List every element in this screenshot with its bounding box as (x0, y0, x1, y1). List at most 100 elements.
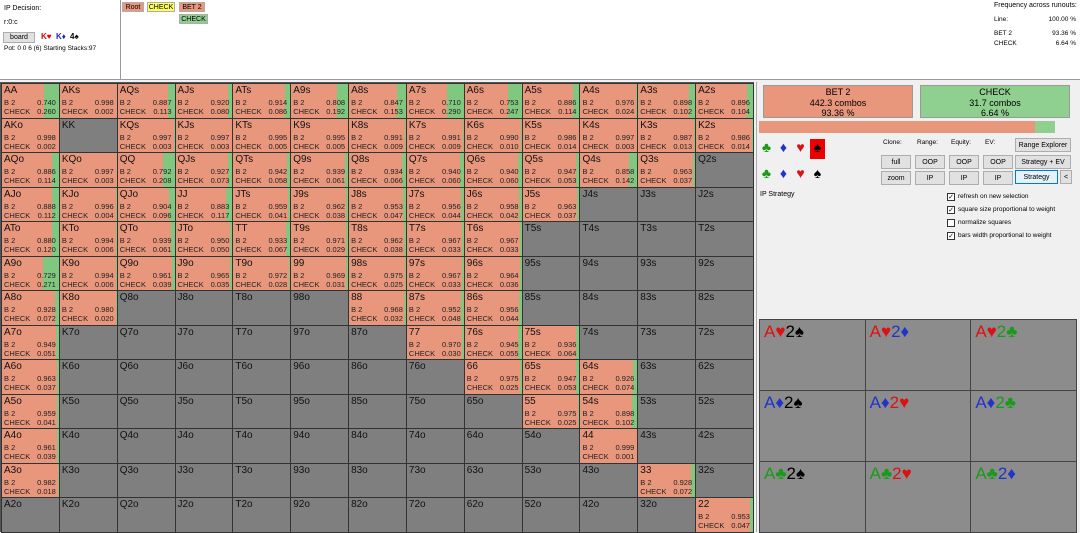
strategy-button[interactable]: Strategy (1015, 170, 1058, 184)
hand-cell[interactable]: 76o (406, 359, 465, 395)
hand-cell[interactable]: 82s (695, 290, 754, 326)
control-button[interactable]: Strategy + EV (1015, 155, 1071, 169)
hand-cell[interactable]: J6o (175, 359, 234, 395)
hand-cell[interactable]: 73o (406, 463, 465, 499)
hand-cell[interactable]: K7o (59, 325, 118, 361)
hand-cell[interactable]: J2o (175, 497, 234, 533)
hand-cell[interactable]: T2s (695, 221, 754, 257)
control-button[interactable]: OOP (915, 155, 945, 169)
hand-cell[interactable]: 42s (695, 428, 754, 464)
checkbox[interactable]: ✓ (947, 193, 955, 201)
hand-cell[interactable]: 92s (695, 256, 754, 292)
hand-cell[interactable]: Q2o (117, 497, 176, 533)
control-button[interactable]: zoom (881, 171, 911, 185)
hand-cell[interactable]: K4o (59, 428, 118, 464)
hand-cell[interactable]: 85s (522, 290, 581, 326)
hand-cell[interactable]: J2s (695, 187, 754, 223)
suit-button[interactable]: ♥ (793, 165, 808, 185)
checkbox[interactable]: ✓ (947, 232, 955, 240)
control-button[interactable]: full (881, 155, 911, 169)
combo-cell[interactable]: A♣2♥ (865, 461, 972, 533)
hand-cell[interactable]: 86o (348, 359, 407, 395)
hand-cell[interactable]: 64o (464, 428, 523, 464)
combo-cell[interactable]: A♦2♥ (865, 390, 972, 462)
hand-cell[interactable]: K3o (59, 463, 118, 499)
hand-cell[interactable]: 73s (637, 325, 696, 361)
hand-cell[interactable]: J8o (175, 290, 234, 326)
hand-cell[interactable]: Q6o (117, 359, 176, 395)
suit-button[interactable]: ♣ (759, 165, 774, 185)
checkbox[interactable]: ✓ (947, 206, 955, 214)
hand-cell[interactable]: 62s (695, 359, 754, 395)
hand-cell[interactable]: 95s (522, 256, 581, 292)
combo-cell[interactable]: A♦2♠ (759, 390, 866, 462)
hand-cell[interactable]: 72s (695, 325, 754, 361)
hand-cell[interactable]: Q4o (117, 428, 176, 464)
hand-cell[interactable]: 65o (464, 394, 523, 430)
hand-cell[interactable]: 42o (579, 497, 638, 533)
hand-cell[interactable]: T2o (232, 497, 291, 533)
combo-cell[interactable]: A♥2♠ (759, 319, 866, 391)
hand-cell[interactable]: 94o (290, 428, 349, 464)
hand-cell[interactable]: K5o (59, 394, 118, 430)
back-button[interactable]: < (1060, 170, 1072, 184)
hand-cell[interactable]: 74o (406, 428, 465, 464)
combo-cell[interactable]: A♥2♦ (865, 319, 972, 391)
tree-node[interactable]: CHECK (147, 2, 175, 12)
suit-button[interactable]: ♠ (810, 165, 825, 185)
hand-cell[interactable]: J4s (579, 187, 638, 223)
hand-cell[interactable]: 97o (290, 325, 349, 361)
hand-cell[interactable]: 96o (290, 359, 349, 395)
hand-cell[interactable]: A2o (1, 497, 60, 533)
hand-cell[interactable]: T8o (232, 290, 291, 326)
control-button[interactable]: IP (949, 171, 979, 185)
hand-cell[interactable]: 32s (695, 463, 754, 499)
tree-node[interactable]: Root (122, 2, 144, 12)
hand-cell[interactable]: K6o (59, 359, 118, 395)
hand-cell[interactable]: 95o (290, 394, 349, 430)
